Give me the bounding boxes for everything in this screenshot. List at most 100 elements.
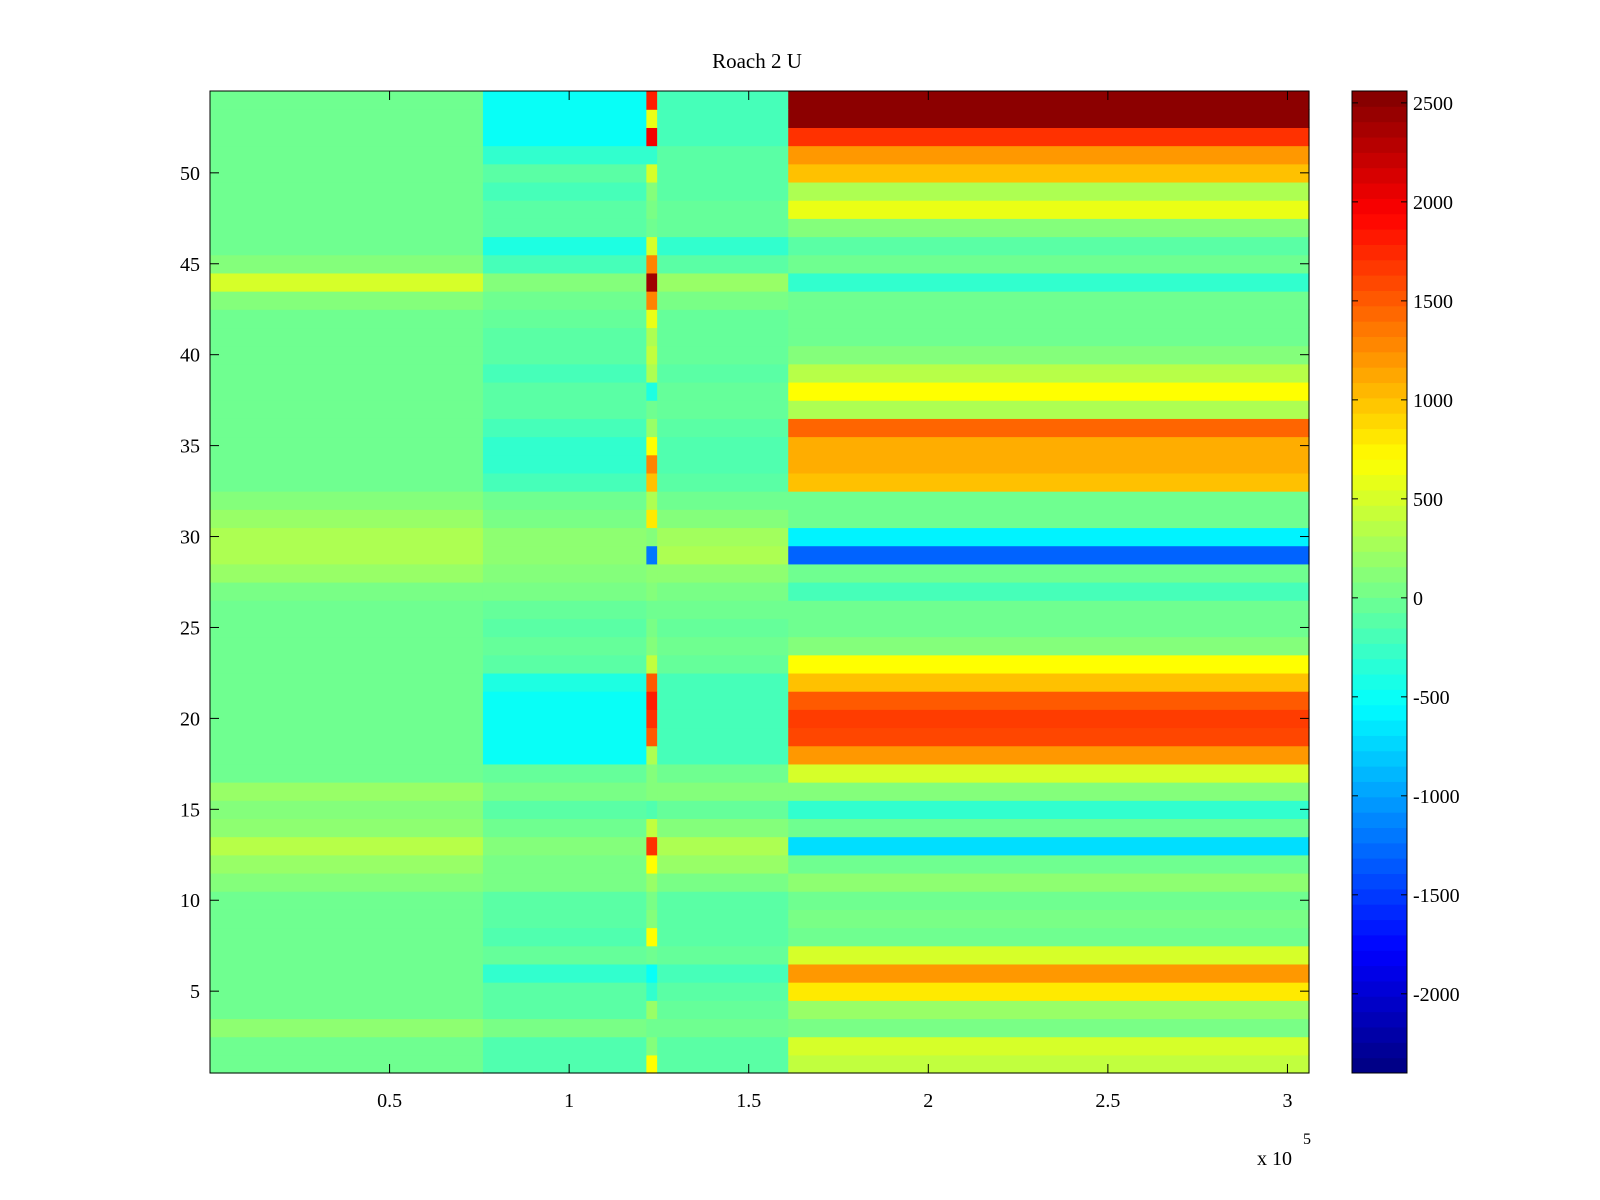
colorbar-band [1352,336,1407,353]
heatmap-cell [657,91,789,110]
heatmap-cell [646,982,658,1001]
heatmap-cell [646,218,658,238]
heatmap-cell [788,327,1310,347]
colorbar-band [1352,213,1407,230]
heatmap-cell [657,345,789,365]
heatmap-cell [482,218,647,238]
heatmap-cell [646,600,658,619]
colorbar-band [1352,489,1407,506]
plot-frame [209,90,1310,1074]
heatmap-cell [482,636,647,656]
heatmap-cell [646,400,658,419]
heatmap-cell [657,782,789,801]
heatmap-cell [657,291,789,310]
heatmap-cell [210,1036,484,1056]
heatmap-cell [482,527,647,547]
colorbar-tick-label: 0 [1413,588,1423,610]
heatmap-cell [788,109,1310,128]
heatmap-cell [657,1018,789,1038]
heatmap-cell [210,563,484,583]
heatmap-cell [646,654,658,674]
heatmap-cell [646,800,658,820]
heatmap-cell [657,709,789,729]
colorbar-band [1352,351,1407,368]
heatmap-cell [646,272,658,292]
heatmap-cell [646,1036,658,1056]
heatmap-cell [482,491,647,510]
heatmap-cell [482,945,647,965]
heatmap-cell [788,927,1310,947]
heatmap-cell [646,636,658,656]
colorbar-band [1352,520,1407,537]
heatmap-cell [210,200,484,219]
heatmap-cell [210,872,484,892]
heatmap-cell [210,836,484,856]
colorbar-band [1352,689,1407,706]
heatmap-cell [210,927,484,947]
heatmap-cell [788,618,1310,638]
heatmap-cells [210,91,1310,1074]
heatmap-cell [210,1054,484,1074]
y-tick-label: 25 [180,617,200,639]
heatmap-cell [482,1018,647,1038]
heatmap-cell [482,363,647,383]
heatmap-cell [210,1000,484,1020]
heatmap-cell [210,91,484,110]
heatmap-cell [788,309,1310,329]
heatmap-cell [646,582,658,601]
x-multiplier-base: x 10 [1257,1148,1292,1170]
heatmap-cell [482,181,647,201]
heatmap-cell [657,254,789,274]
colorbar-band [1352,566,1407,583]
heatmap-cell [788,818,1310,838]
y-tick-label: 5 [190,981,200,1003]
heatmap-cell [788,145,1310,165]
heatmap-cell [657,145,789,165]
colorbar-band [1352,766,1407,782]
heatmap-cell [646,345,658,365]
heatmap-cell [210,854,484,874]
heatmap-cell [210,891,484,910]
colorbar-band [1352,459,1407,476]
heatmap-cell [482,91,647,110]
heatmap-cell [482,472,647,492]
colorbar-band [1352,1011,1407,1028]
y-tick-label: 30 [180,527,200,549]
colorbar-band [1352,965,1407,982]
heatmap-cell [657,309,789,329]
heatmap-cell [646,691,658,710]
heatmap-cell [657,454,789,474]
heatmap-cell [646,782,658,801]
colorbar-band [1352,474,1407,491]
heatmap-cell [646,254,658,274]
x-multiplier-exponent: 5 [1303,1131,1311,1148]
heatmap-cell [646,891,658,910]
heatmap-cell [646,327,658,347]
heatmap-cell [482,854,647,874]
heatmap-cell [646,1054,658,1074]
heatmap-cell [657,1000,789,1020]
heatmap-cell [646,163,658,183]
colorbar-band [1352,1026,1407,1043]
colorbar-ticks: -2000 -1500 -1000 -500 0 500 1000 1500 2000 2500 [1352,93,1460,1006]
colorbar-tick-label: -1500 [1413,885,1460,907]
heatmap-cell [210,272,484,292]
x-tick-label: 1.5 [736,1090,761,1112]
heatmap-cell [646,527,658,547]
colorbar-tick-label: 1000 [1413,390,1453,412]
heatmap-cell [482,836,647,856]
colorbar-tick-label: 500 [1413,489,1443,511]
x-axis-ticks: 0.5 1 1.5 2 2.5 3 [377,91,1292,1112]
heatmap-cell [210,636,484,656]
heatmap-cell [482,654,647,674]
colorbar-band [1352,229,1407,245]
colorbar-band [1352,842,1407,859]
colorbar-band [1352,551,1407,568]
heatmap-cell [482,600,647,619]
colorbar-band [1352,290,1407,307]
heatmap-cell [788,563,1310,583]
heatmap-cell [646,381,658,401]
colorbar-band [1352,781,1407,798]
heatmap-cell [788,945,1310,965]
heatmap-cell [788,454,1310,474]
